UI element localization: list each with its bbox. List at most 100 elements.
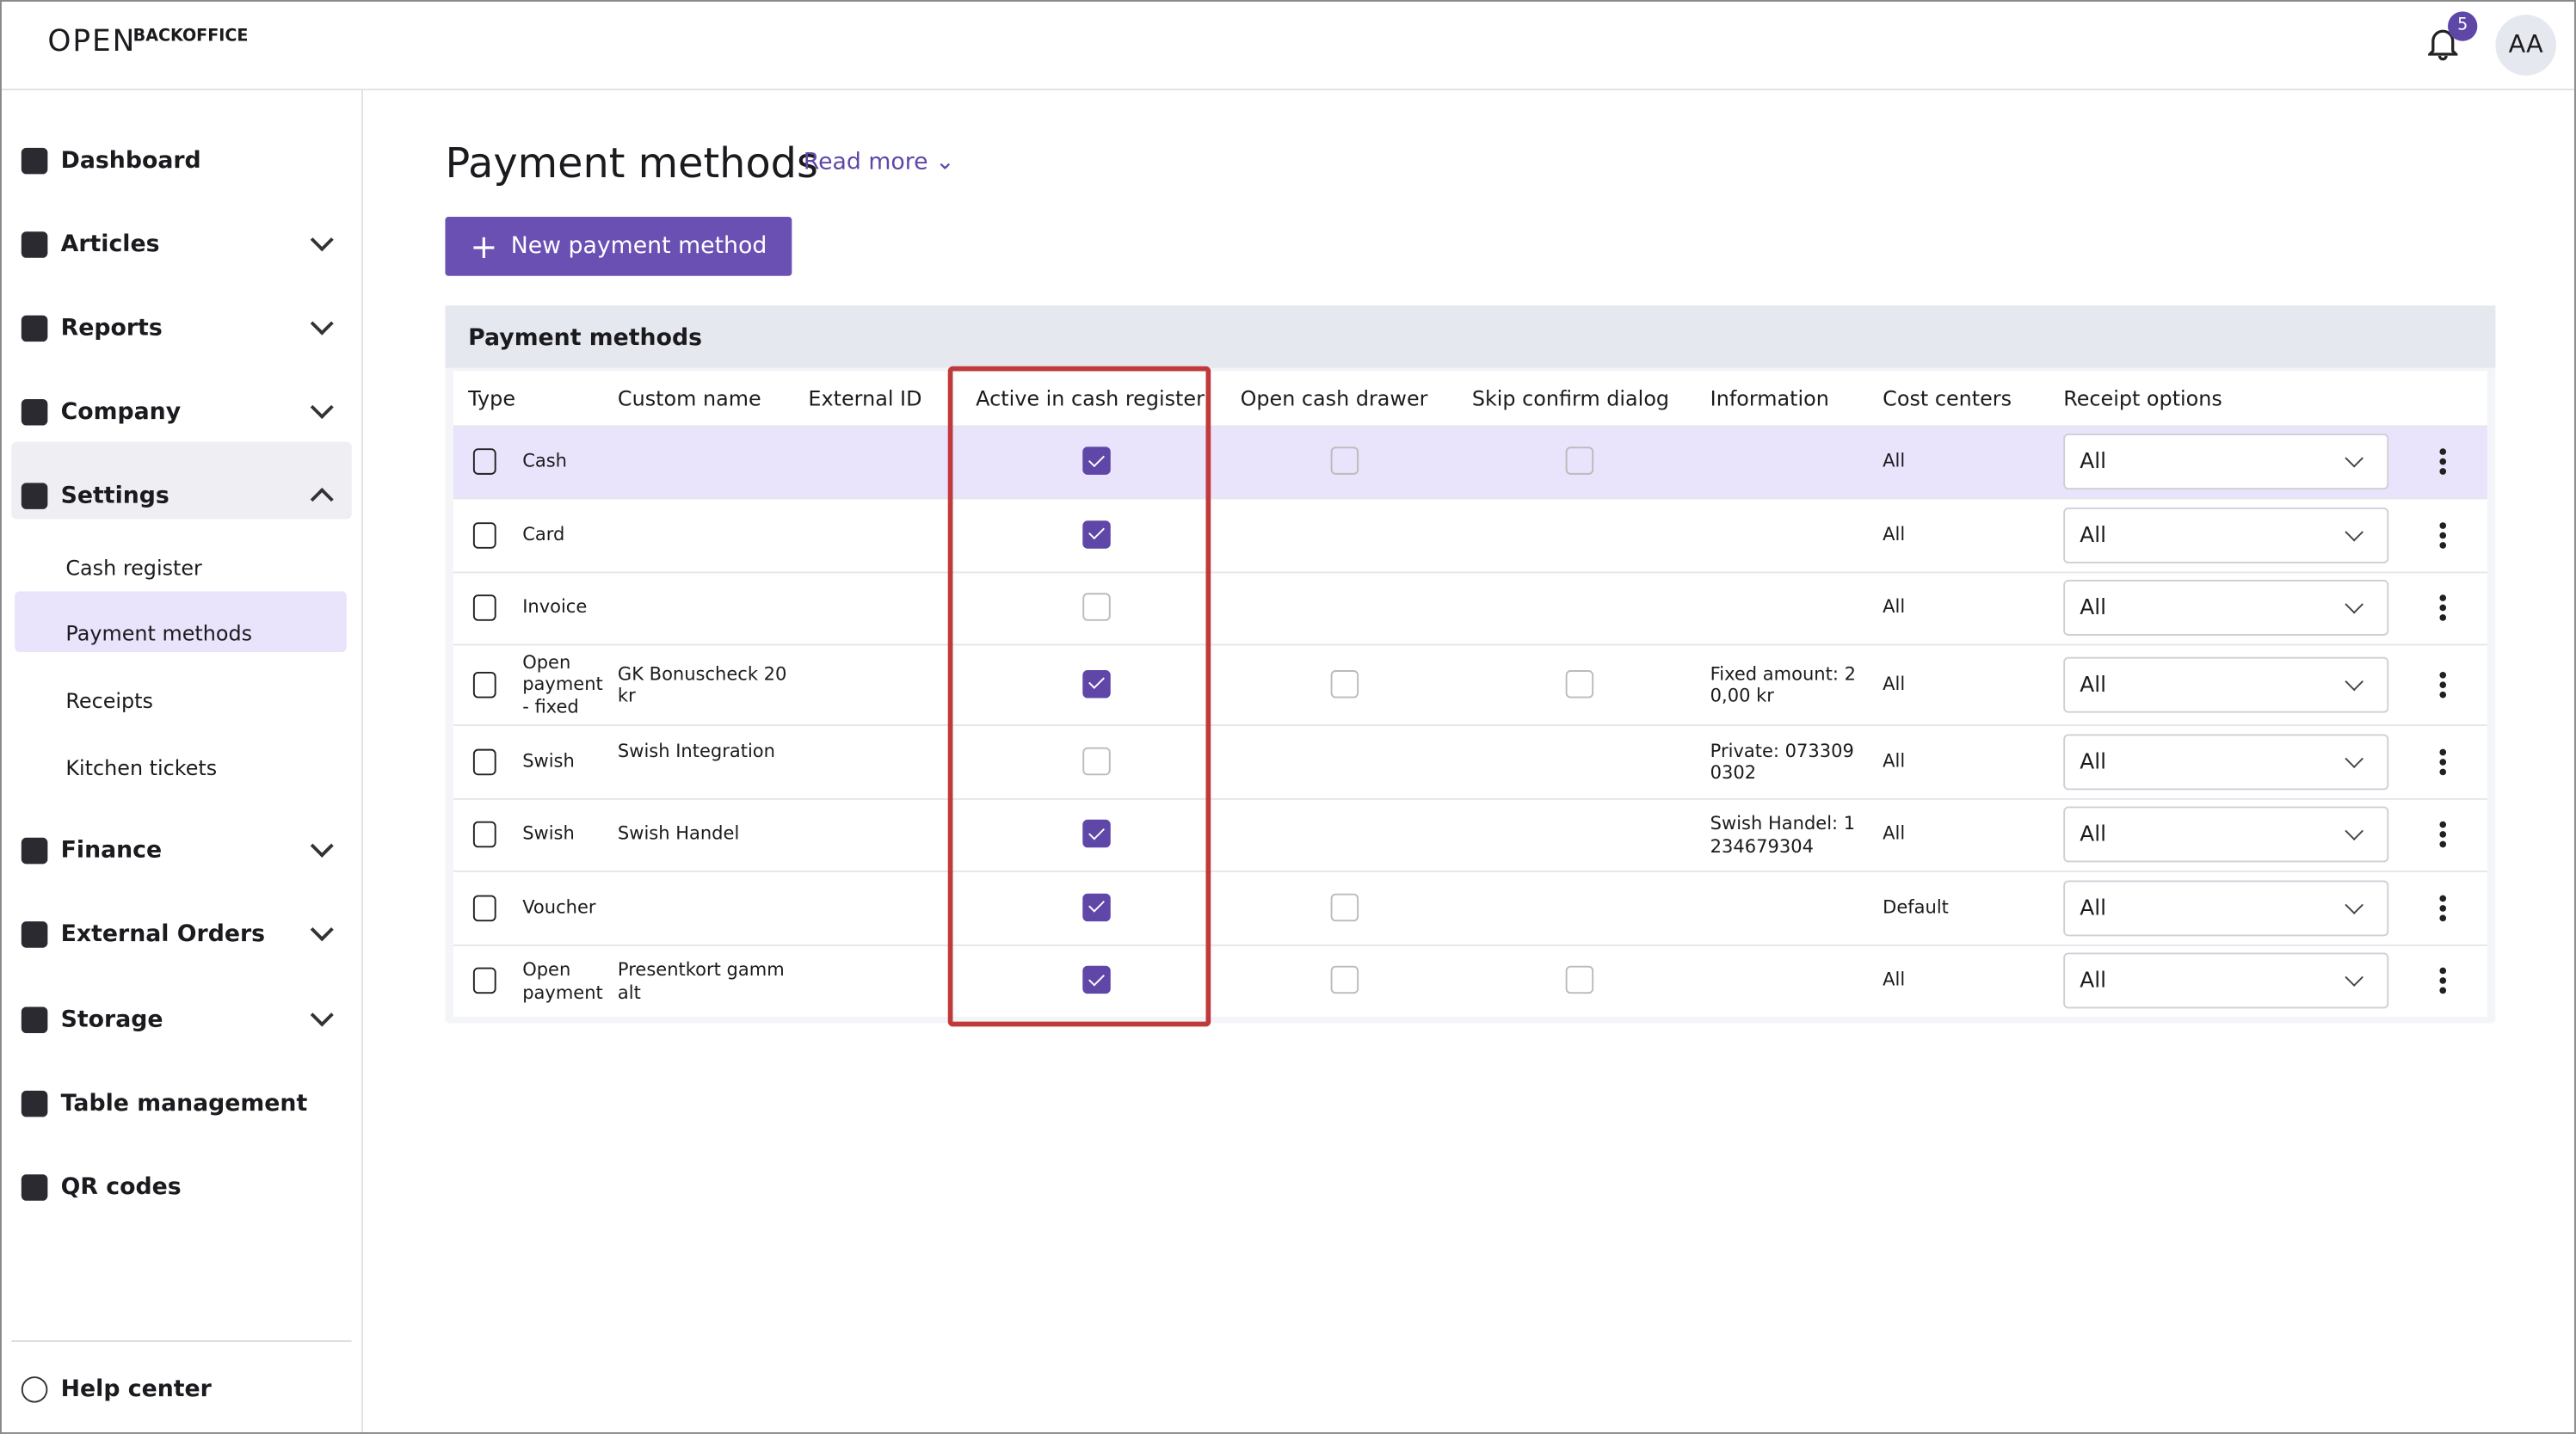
column-header: Receipt options (2063, 385, 2222, 411)
new-button[interactable]: + New payment method (445, 217, 792, 276)
checkbox[interactable] (1330, 446, 1359, 475)
type: Card (522, 523, 565, 545)
nav-label[interactable]: QR codes (60, 1174, 182, 1201)
receipt-select[interactable]: All (2063, 733, 2389, 790)
checkbox[interactable] (1565, 965, 1594, 994)
table-row[interactable] (453, 797, 2487, 871)
nav-item[interactable]: Finance (21, 834, 163, 867)
checkbox[interactable] (1082, 593, 1111, 621)
type-icon (472, 521, 496, 548)
type: Open payment - fixed (522, 651, 603, 717)
table-row[interactable] (453, 571, 2487, 643)
table-row[interactable] (453, 643, 2487, 724)
notification-badge: 5 (2448, 11, 2478, 41)
checkbox[interactable] (1330, 892, 1359, 921)
receipt-select[interactable]: All (2063, 434, 2389, 490)
nav-item[interactable]: Articles (21, 228, 160, 261)
row-menu[interactable] (2439, 458, 2447, 465)
nav-label[interactable]: Finance (60, 837, 163, 865)
nav-icon (21, 837, 48, 865)
checkbox[interactable] (1082, 520, 1111, 548)
table-card: Payment methods Type Custom name External … (445, 305, 2496, 1024)
top-bar: OPEN BACKOFFICE 5 AA (1, 2, 2575, 91)
sub-nav-item[interactable]: Cash register (65, 555, 202, 581)
nav-icon (21, 1090, 48, 1117)
sub-nav-item[interactable]: Receipts (65, 688, 153, 713)
table-row[interactable] (453, 497, 2487, 572)
row-menu[interactable] (2439, 831, 2447, 838)
nav-item[interactable]: QR codes (21, 1171, 182, 1203)
new-button-text[interactable]: New payment method (510, 233, 767, 260)
row-menu[interactable] (2439, 604, 2447, 612)
product-name: BACKOFFICE (132, 28, 249, 46)
nav-label[interactable]: Table management (60, 1090, 308, 1117)
checkbox[interactable] (1082, 446, 1111, 475)
custom-name: GK Bonuscheck 20kr (617, 662, 787, 707)
table-row[interactable] (453, 944, 2487, 1017)
checkbox[interactable] (1330, 669, 1359, 698)
table: Type Custom name External ID Active in cash… (453, 371, 2487, 1017)
nav-item[interactable]: External Orders (21, 918, 266, 951)
row-menu[interactable] (2439, 680, 2447, 688)
table-row[interactable] (453, 870, 2487, 945)
checkbox[interactable] (1082, 965, 1111, 994)
nav-icon (21, 921, 48, 948)
nav-label[interactable]: Company (60, 398, 182, 426)
chevron (310, 396, 334, 420)
bell-icon[interactable] (2428, 28, 2458, 61)
nav-item[interactable]: Storage (21, 1004, 163, 1037)
read-more[interactable]: Read more ⌄ (803, 149, 955, 176)
checkbox[interactable] (1565, 669, 1594, 698)
read-more-text[interactable]: Read more (803, 149, 928, 176)
nav-icon (21, 483, 48, 509)
sub-nav-item[interactable]: Kitchen tickets (65, 755, 218, 780)
checkbox[interactable] (1330, 965, 1359, 994)
nav-item[interactable]: Company (21, 396, 182, 428)
receipt-select[interactable]: All (2063, 507, 2389, 563)
column-header: Custom name (617, 385, 761, 411)
receipt-select[interactable]: All (2063, 655, 2389, 712)
receipt-select[interactable]: All (2063, 879, 2389, 936)
receipt-select[interactable]: All (2063, 806, 2389, 863)
nav-label[interactable]: Articles (60, 231, 160, 258)
cost-centers: All (1883, 450, 1906, 471)
column-header: Information (1710, 385, 1829, 411)
nav-item[interactable]: Settings (21, 480, 169, 513)
nav-label[interactable]: Dashboard (60, 147, 201, 175)
row-menu[interactable] (2439, 758, 2447, 765)
type-icon (472, 594, 496, 621)
type-icon (472, 967, 496, 994)
checkbox[interactable] (1082, 669, 1111, 698)
checkbox[interactable] (1082, 746, 1111, 775)
column-header: Type (468, 385, 516, 411)
avatar[interactable]: AA (2495, 15, 2557, 76)
sub-nav-item[interactable]: Payment methods (65, 620, 253, 646)
row-menu[interactable] (2439, 531, 2447, 539)
column-header: Cost centers (1883, 385, 2012, 411)
checkbox[interactable] (1082, 892, 1111, 921)
nav-icon (21, 1174, 48, 1201)
table-row[interactable] (453, 724, 2487, 798)
logo: OPEN (47, 24, 137, 59)
receipt-select[interactable]: All (2063, 952, 2389, 1009)
divider (11, 1340, 352, 1342)
nav-item[interactable]: Reports (21, 312, 163, 345)
information: Private: 0733090302 (1710, 740, 1854, 784)
nav-icon (21, 231, 48, 258)
nav-item[interactable]: Dashboard (21, 145, 201, 177)
checkbox[interactable] (1565, 446, 1594, 475)
nav-label[interactable]: Settings (60, 483, 169, 509)
nav-label[interactable]: Reports (60, 315, 163, 342)
type-icon (472, 748, 496, 775)
row-menu[interactable] (2439, 904, 2447, 911)
nav-label[interactable]: Storage (60, 1006, 163, 1034)
nav-label[interactable]: External Orders (60, 921, 266, 948)
row-menu[interactable] (2439, 977, 2447, 984)
nav-item[interactable]: Table management (21, 1087, 308, 1120)
help-link[interactable]: Help center (21, 1373, 212, 1406)
help-label[interactable]: Help center (60, 1376, 212, 1403)
checkbox[interactable] (1082, 819, 1111, 848)
receipt-select[interactable]: All (2063, 580, 2389, 636)
table-header-band (445, 305, 2496, 368)
